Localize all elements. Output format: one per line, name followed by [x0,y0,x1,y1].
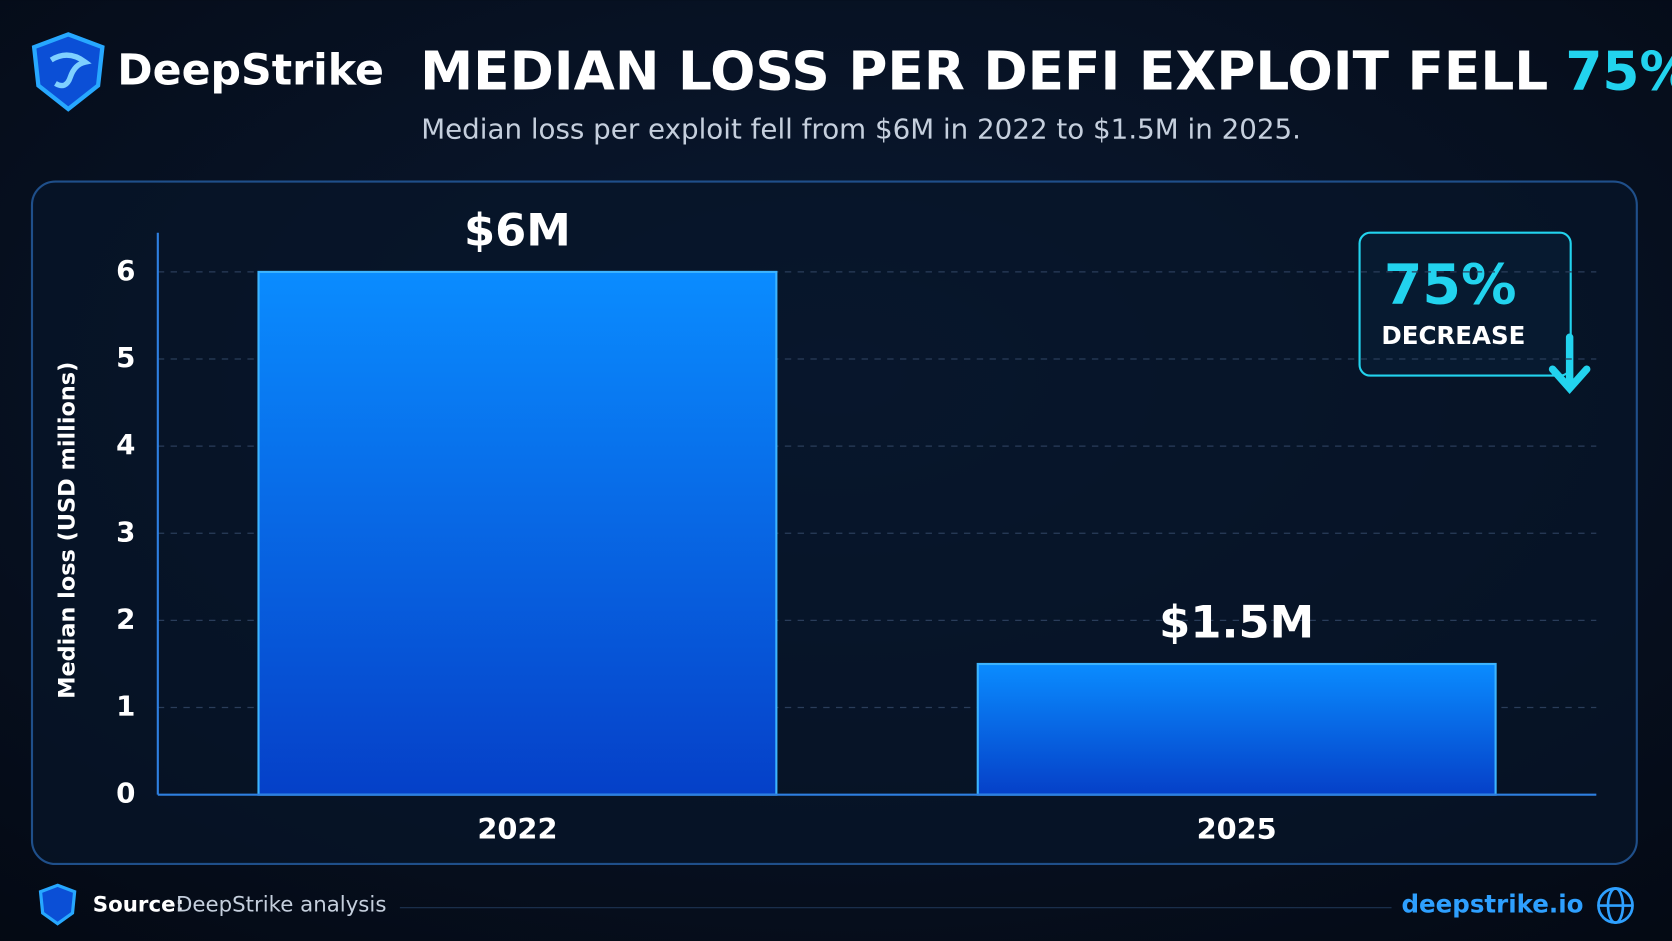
y-tick-label: 4 [116,428,135,461]
x-tick-label: 2022 [477,812,557,846]
title-highlight: 75% [1565,41,1672,103]
value-label: $6M [464,204,571,257]
chart-title: MEDIAN LOSS PER DEFI EXPLOIT FELL [420,41,1548,103]
source: DeepStrike analysis [176,893,387,918]
y-tick-label: 1 [116,690,135,723]
globe-icon [1597,887,1634,924]
brand: DeepStrike [117,45,384,95]
subtitle: Median loss per exploit fell from $6M in… [421,112,1301,145]
y-tick-label: 5 [116,341,135,374]
footer-logo [38,883,77,926]
x-tick-label: 2025 [1197,812,1277,846]
y-tick-label: 0 [116,777,135,810]
badge-box [1358,231,1572,377]
badge-arrow [1548,333,1591,395]
y-tick-label: 2 [116,602,135,635]
badge-label: DECREASE [1381,321,1525,350]
y-tick-label: 6 [116,254,135,287]
bar [976,662,1497,796]
value-label: $1.5M [1159,596,1314,649]
y-tick-label: 3 [116,515,135,548]
website: deepstrike.io [1401,890,1583,919]
y-axis-label: Median loss (USD millions) [55,362,81,699]
badge-value: 75% [1384,253,1517,317]
logo-mark [49,52,92,89]
source-label: Source: [93,893,184,918]
bar [257,270,778,796]
logo-icon [31,32,105,112]
